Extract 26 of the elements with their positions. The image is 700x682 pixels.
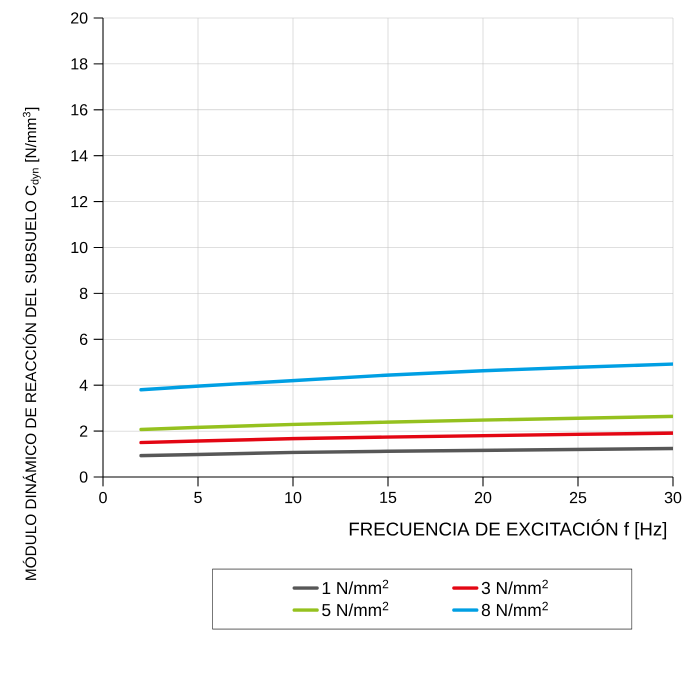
x-axis-title: FRECUENCIA DE EXCITACIÓN f [Hz] xyxy=(350,519,666,540)
y-tick-label: 6 xyxy=(80,334,88,345)
y-tick-label: 0 xyxy=(80,471,88,483)
y-tick-label: 4 xyxy=(80,380,88,391)
legend-label: 5 N/mm$^{2}$ xyxy=(322,602,388,616)
y-tick-label: 12 xyxy=(71,196,88,208)
y-tick-label: 18 xyxy=(71,58,88,70)
x-tick-label: 15 xyxy=(380,492,396,504)
x-tick-label: 25 xyxy=(570,492,586,504)
y-tick-label: 20 xyxy=(71,12,88,24)
legend-label: 3 N/mm$^{2}$ xyxy=(482,580,548,594)
line-series xyxy=(139,414,673,432)
y-axis-title: MÓDULO DINÁMICO DE REACCIÓN DEL SUBSUELO C$_{dyn}$ [N/mm$^{3}$] xyxy=(22,108,41,580)
y-tick-label: 2 xyxy=(80,426,88,437)
x-tick-label: 20 xyxy=(474,492,492,504)
legend-label: 8 N/mm$^{2}$ xyxy=(482,602,548,616)
y-tick-label: 8 xyxy=(80,288,88,300)
y-tick-label: 14 xyxy=(71,150,88,162)
x-tick-label: 0 xyxy=(99,492,107,504)
y-tick-label: 10 xyxy=(71,242,88,254)
x-tick-label: 10 xyxy=(285,492,302,504)
x-tick-label: 5 xyxy=(194,492,202,504)
y-tick-label: 16 xyxy=(71,104,88,116)
legend-label: 1 N/mm$^{2}$ xyxy=(322,580,388,594)
x-tick-label: 30 xyxy=(664,492,682,504)
line-series xyxy=(139,362,673,392)
